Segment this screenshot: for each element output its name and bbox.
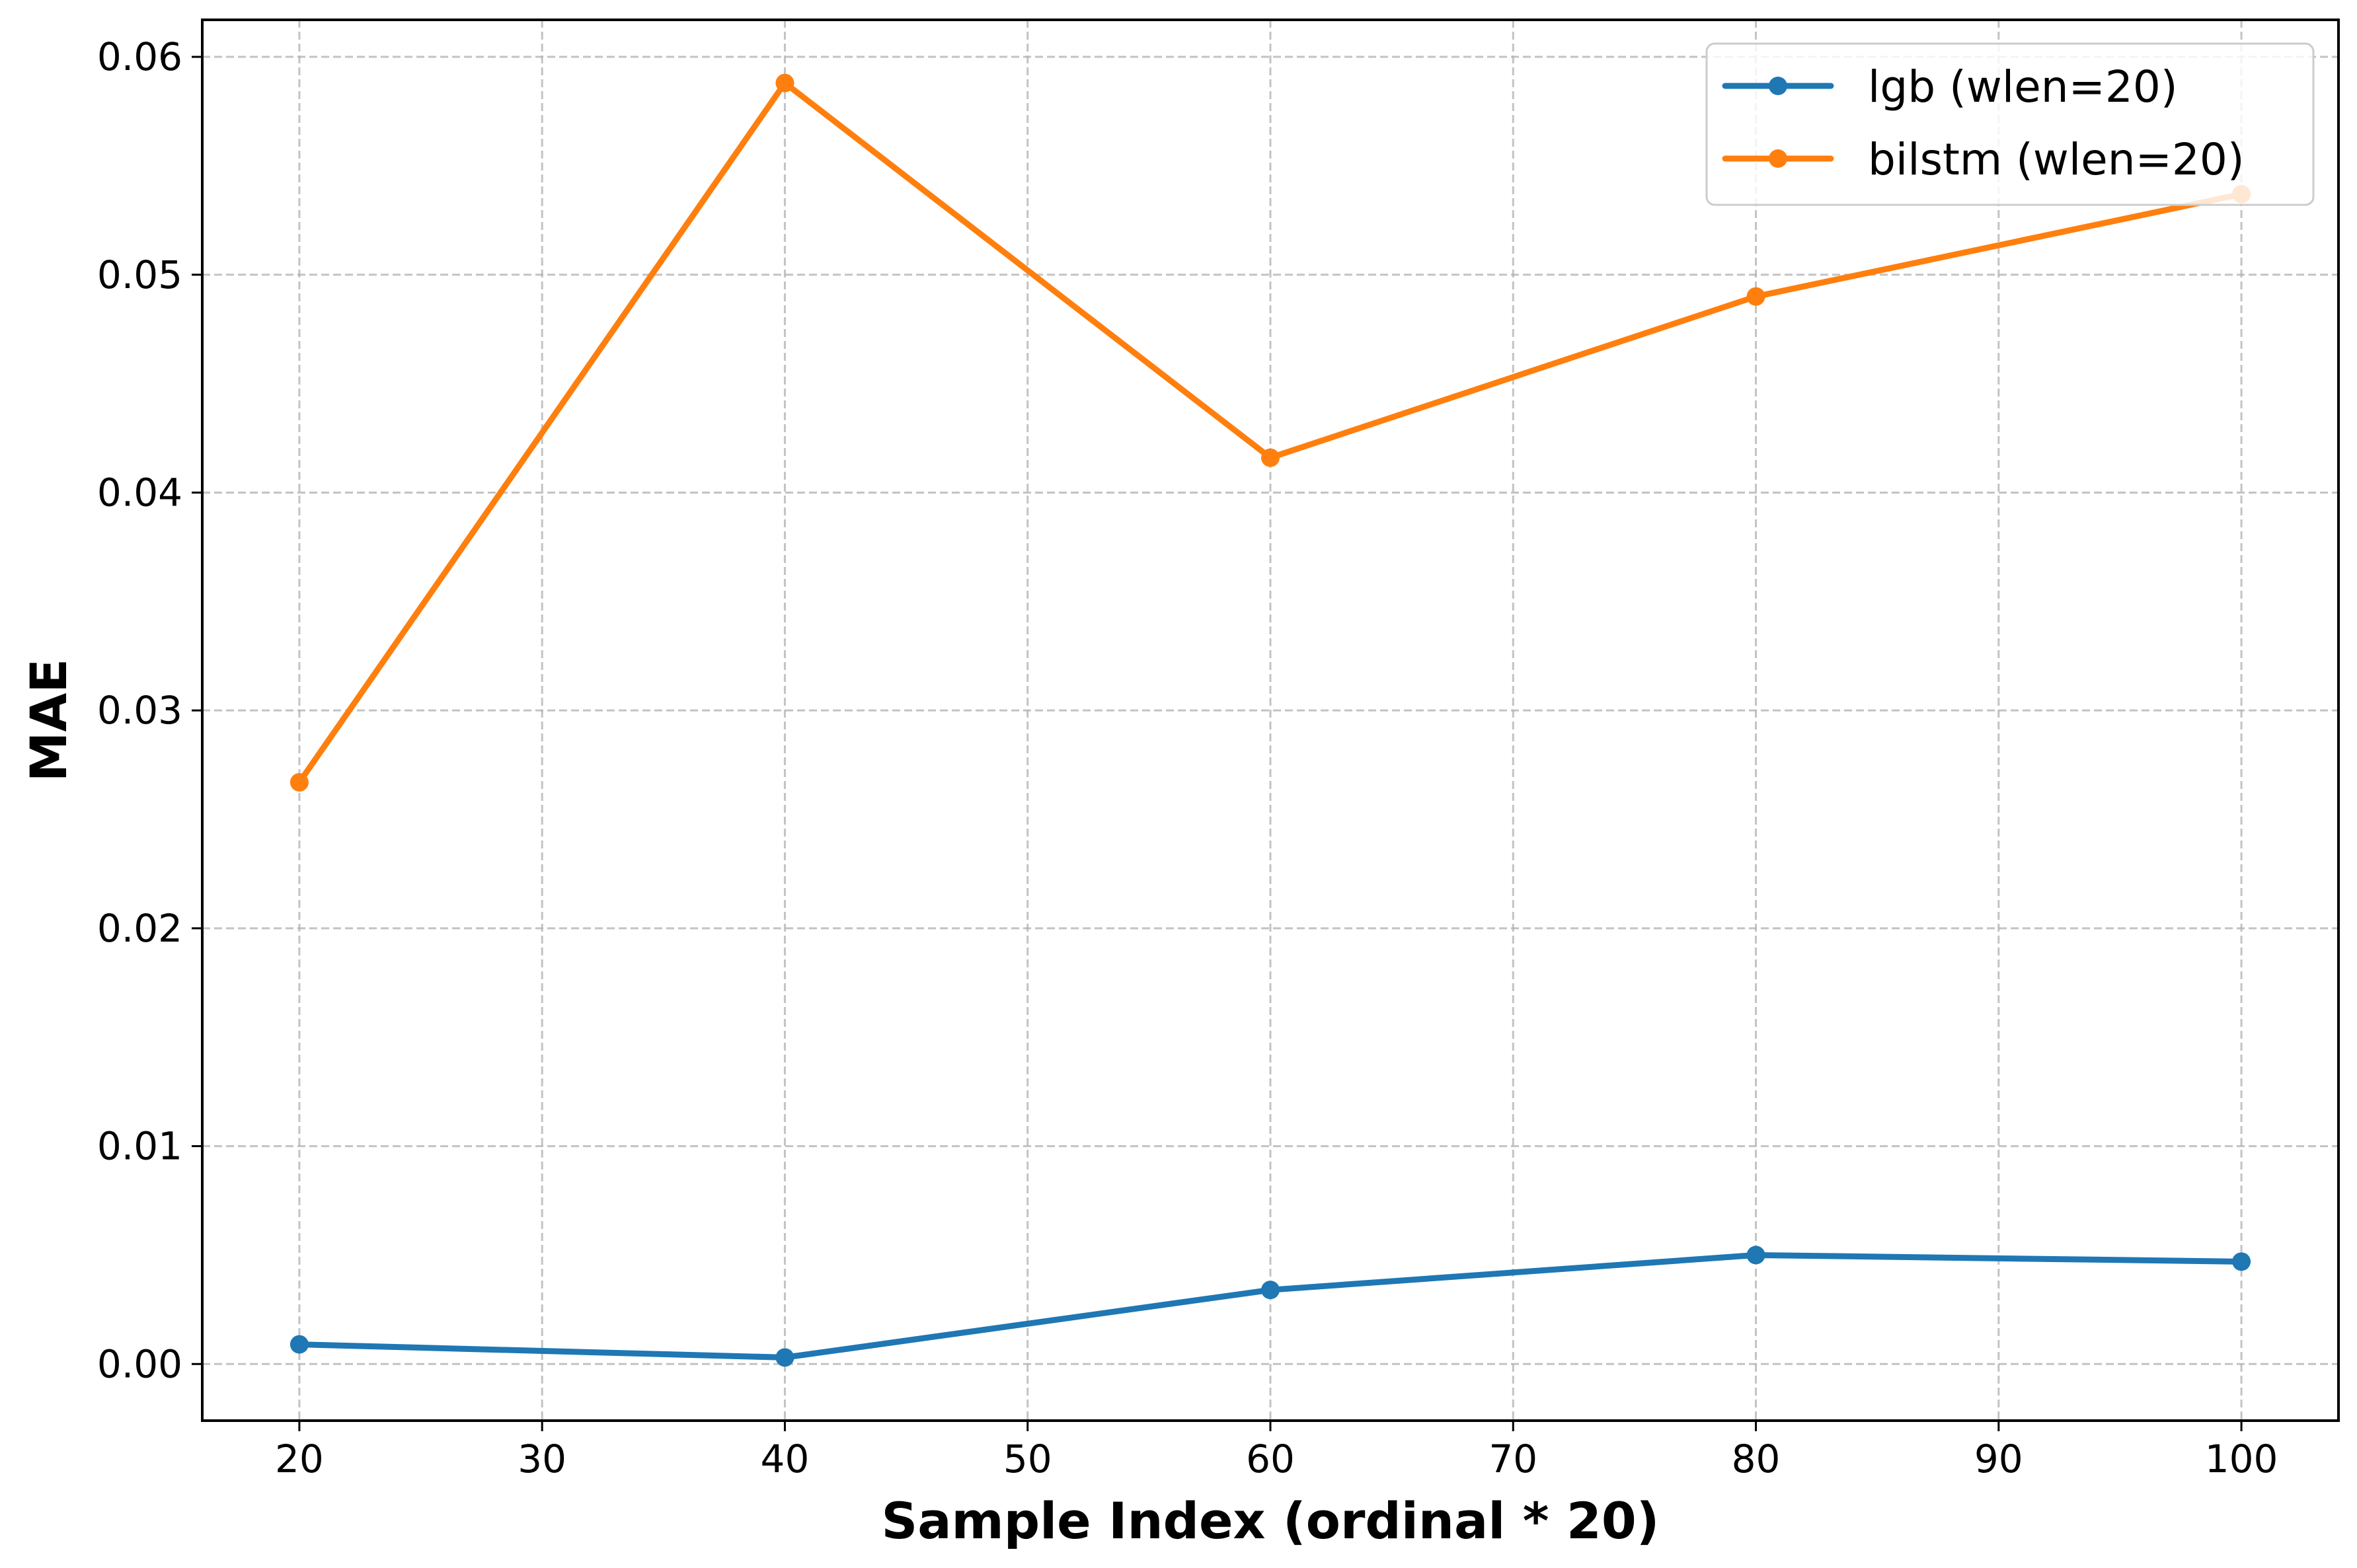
data-point [1746, 1246, 1765, 1265]
y-tick-label: 0.01 [97, 1124, 182, 1169]
x-tick-label: 70 [1488, 1437, 1537, 1481]
x-tick-label: 100 [2205, 1437, 2278, 1481]
x-tick-label: 20 [275, 1437, 324, 1481]
grid [202, 20, 2338, 1421]
x-tick-label: 90 [1974, 1437, 2023, 1481]
legend-marker [1769, 77, 1787, 95]
x-axis-title: Sample Index (ordinal * 20) [882, 1491, 1660, 1550]
data-point [1746, 287, 1765, 306]
y-tick-label: 0.05 [97, 252, 182, 297]
data-point [290, 772, 309, 792]
legend-label: lgb (wlen=20) [1868, 61, 2178, 112]
data-point [1261, 1281, 1280, 1300]
x-tick-label: 80 [1732, 1437, 1781, 1481]
legend-label: bilstm (wlen=20) [1868, 134, 2245, 185]
data-point [775, 1348, 794, 1367]
x-tick-label: 60 [1246, 1437, 1295, 1481]
axis-ticks: 20 30 40 50 60 70 80 90 100 0.00 0.01 0.02 0.03 0.04 0… [97, 34, 2278, 1481]
y-tick-label: 0.00 [97, 1341, 182, 1386]
y-tick-label: 0.06 [97, 34, 182, 79]
data-point [1261, 448, 1280, 467]
data-point [775, 73, 794, 93]
x-tick-label: 50 [1003, 1437, 1052, 1481]
data-point [290, 1335, 309, 1354]
x-tick-label: 40 [761, 1437, 810, 1481]
y-axis-title: MAE [19, 659, 78, 782]
y-tick-label: 0.02 [97, 906, 182, 951]
y-tick-label: 0.04 [97, 470, 182, 515]
y-tick-label: 0.03 [97, 688, 182, 733]
legend-box [1705, 42, 2315, 206]
series-0 [290, 1246, 2251, 1367]
x-tick-label: 30 [518, 1437, 566, 1481]
legend-marker [1769, 149, 1787, 168]
series-layer [290, 73, 2251, 1367]
legend: lgb (wlen=20) bilstm (wlen=20) [1705, 42, 2315, 206]
data-point [2232, 1252, 2251, 1271]
